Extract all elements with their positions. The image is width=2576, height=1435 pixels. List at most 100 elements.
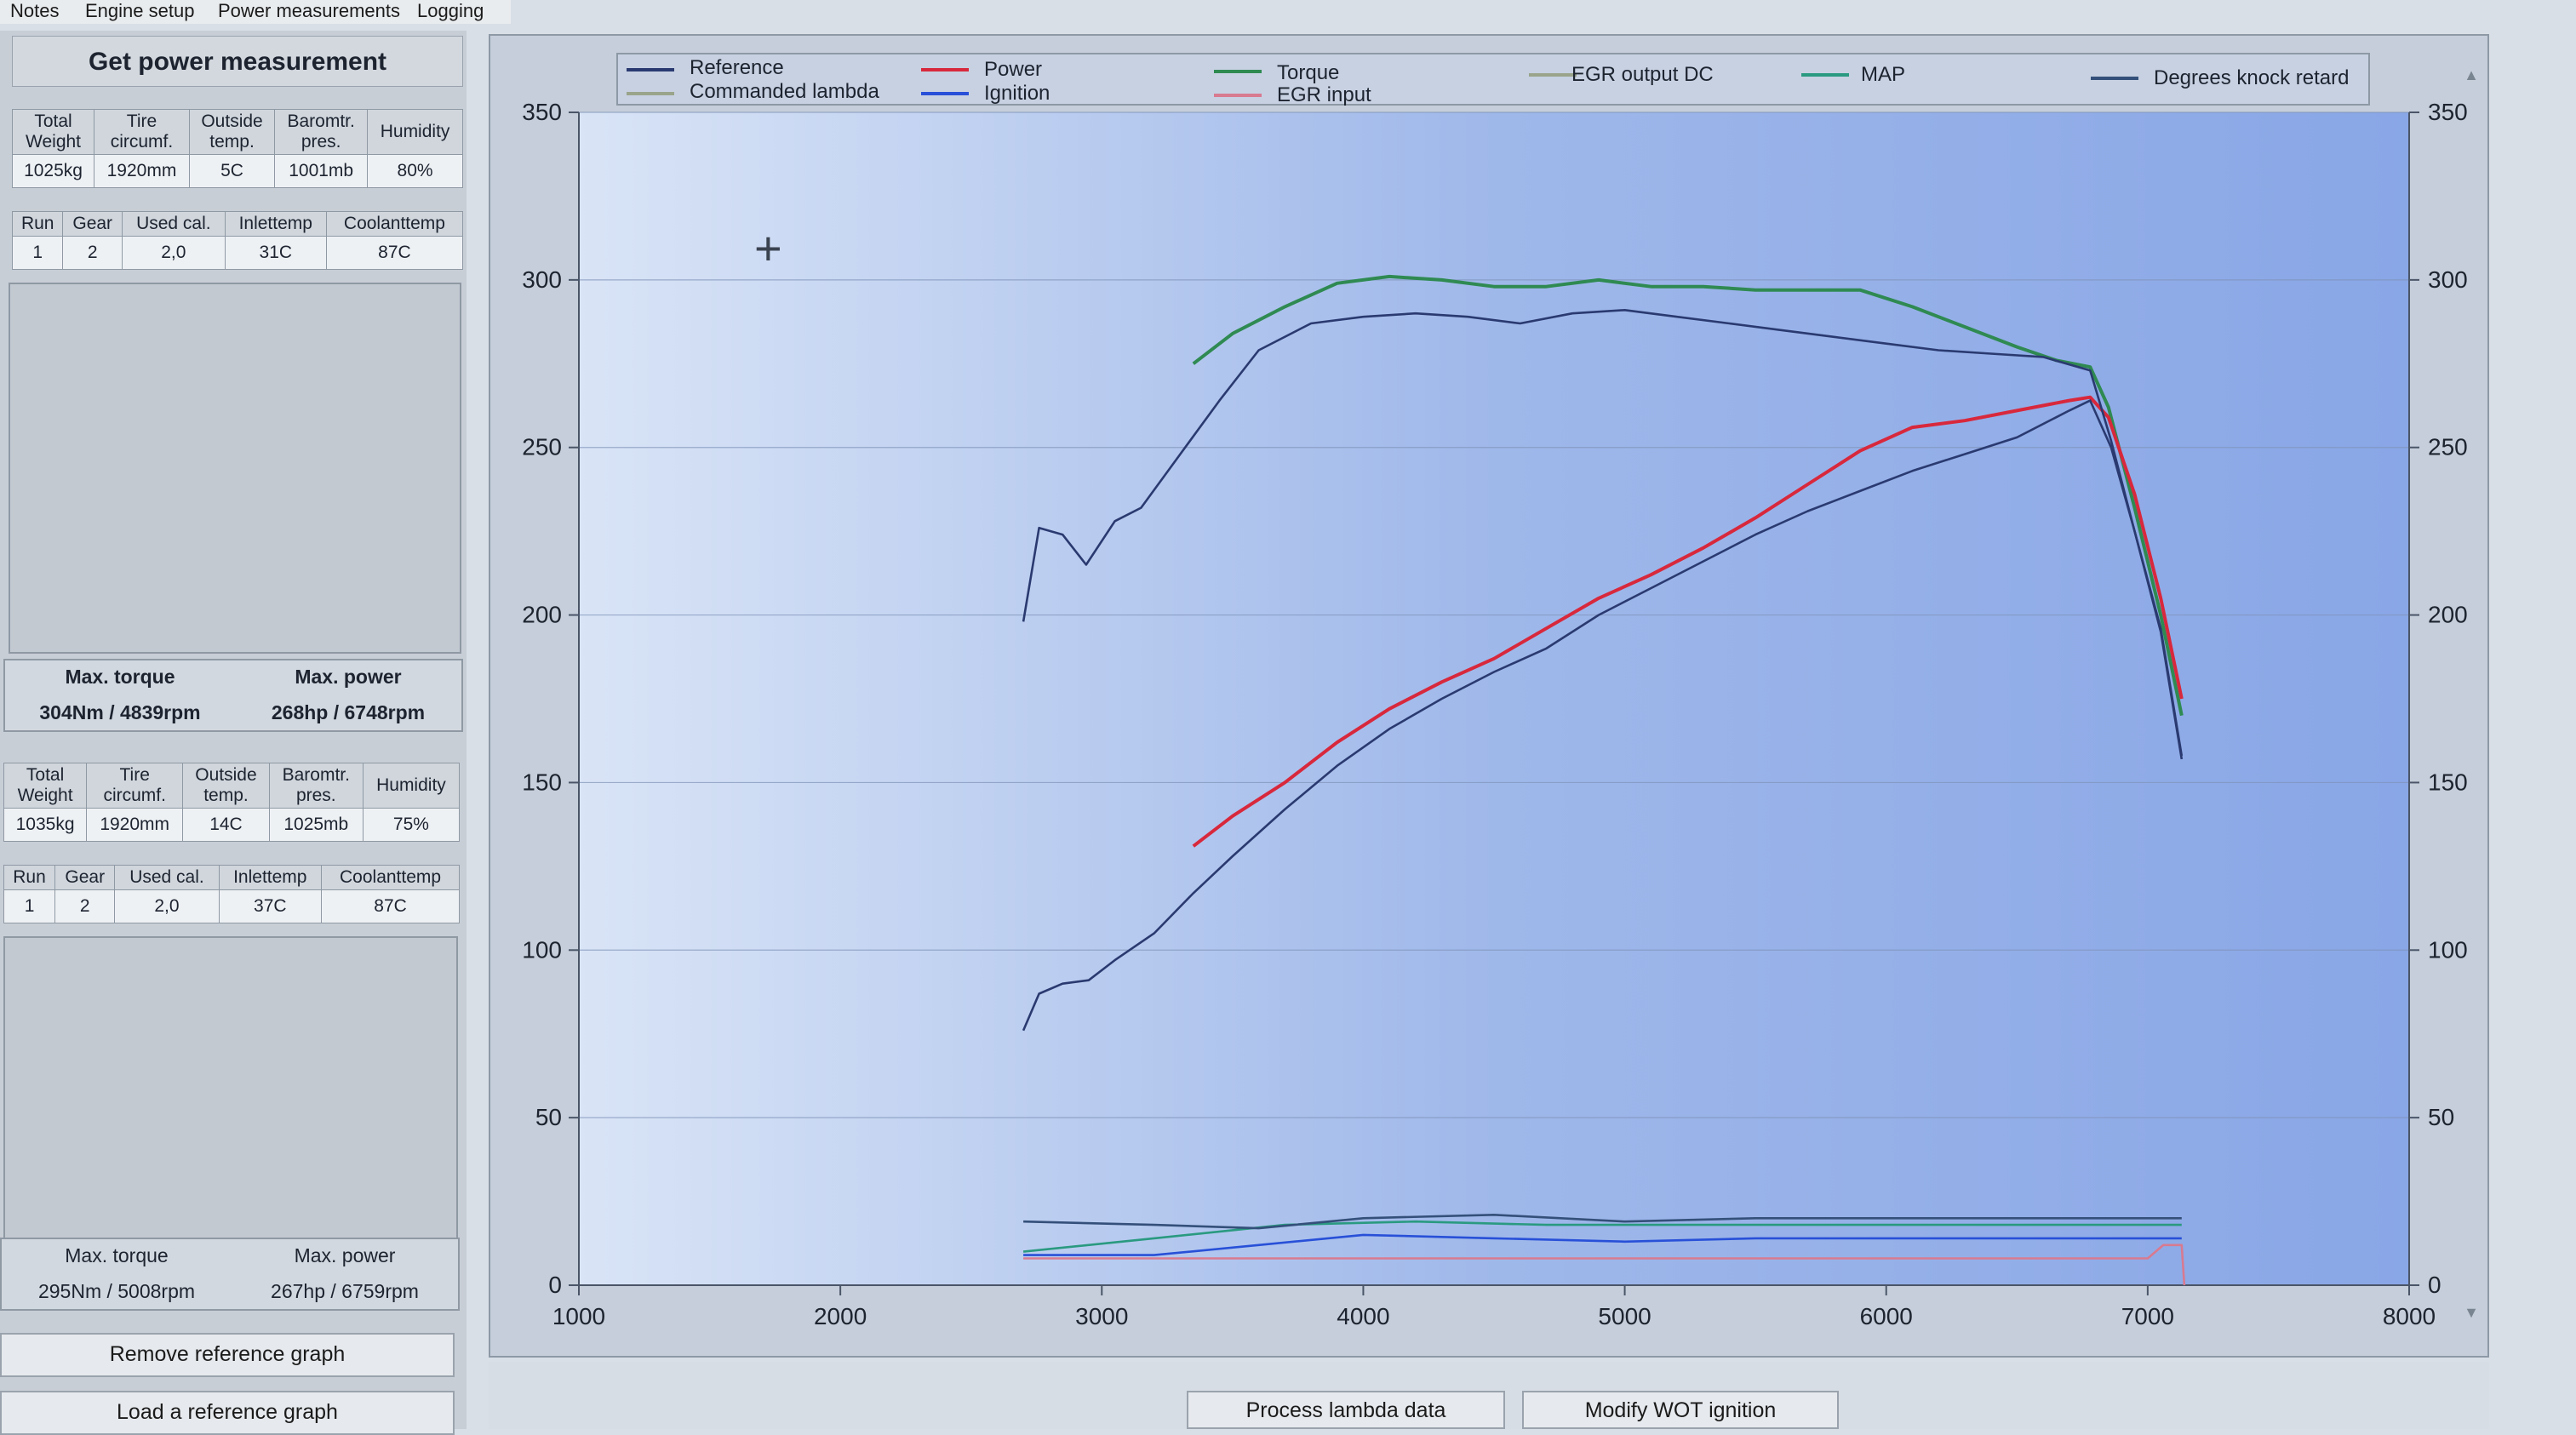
reference-max-box: Max. torque Max. power 295Nm / 5008rpm 2… — [0, 1238, 460, 1311]
header-run: Run — [11, 211, 64, 237]
legend-reference: Reference — [690, 56, 784, 79]
y-tick-label-left: 350 — [522, 99, 562, 125]
value-coolanttemp: 87C — [325, 236, 464, 270]
y-tick-label-left: 0 — [548, 1272, 562, 1298]
modify-wot-ignition-button[interactable]: Modify WOT ignition — [1522, 1391, 1839, 1429]
y-tick-label-right: 150 — [2428, 769, 2468, 795]
header-baromtr-pres: Baromtr. pres. — [274, 109, 369, 155]
power-line — [1192, 395, 2184, 848]
ref-header-used-cal: Used cal. — [114, 865, 220, 890]
menu-engine-setup[interactable]: Engine setup — [85, 0, 195, 21]
legend-line-map — [1801, 73, 1849, 77]
x-tick-label: 5000 — [1598, 1303, 1651, 1329]
max-torque-value: 304Nm / 4839rpm — [39, 701, 201, 723]
y-tick-label-right: 250 — [2428, 434, 2468, 460]
ref-header-humidity: Humidity — [362, 763, 461, 809]
ref-value-inlettemp: 37C — [218, 889, 323, 923]
ref-max-torque-value: 295Nm / 5008rpm — [37, 1280, 196, 1302]
reference-line — [1022, 399, 2184, 1032]
legend-line-ignition — [921, 92, 969, 95]
legend-line-egr-output-dc — [1529, 73, 1577, 77]
legend-map: MAP — [1861, 63, 1906, 86]
value-run: 1 — [11, 236, 64, 270]
measurement-panel: Get power measurement Total Weight Tire … — [0, 31, 467, 1435]
header-total-weight: Total Weight — [11, 109, 95, 155]
y-tick-label-right: 50 — [2428, 1104, 2454, 1130]
ref-value-used-cal: 2,0 — [114, 889, 220, 923]
ignition-line — [1023, 1233, 2182, 1256]
y-tick-label-right: 200 — [2428, 602, 2468, 628]
ref-value-gear: 2 — [54, 889, 116, 923]
ref-header-coolanttemp: Coolanttemp — [321, 865, 460, 890]
scroll-up-arrow-icon[interactable]: ▲ — [2464, 66, 2479, 83]
process-lambda-data-button[interactable]: Process lambda data — [1187, 1391, 1505, 1429]
value-inlettemp: 31C — [224, 236, 327, 270]
load-reference-graph-button[interactable]: Load a reference graph — [0, 1391, 455, 1435]
chart-legend: Reference Commanded lambda Power Ignitio… — [616, 53, 2370, 106]
scroll-down-arrow-icon[interactable]: ▼ — [2464, 1304, 2479, 1321]
value-outside-temp: 5C — [188, 154, 276, 188]
ref-max-power-value: 267hp / 6759rpm — [271, 1280, 419, 1302]
y-tick-label-left: 200 — [522, 602, 562, 628]
header-inlettemp: Inlettemp — [224, 211, 327, 237]
header-coolanttemp: Coolanttemp — [325, 211, 464, 237]
ref-value-outside-temp: 14C — [182, 808, 270, 842]
ref-header-outside-temp: Outside temp. — [182, 763, 270, 809]
y-tick-label-left: 50 — [535, 1104, 562, 1130]
header-used-cal: Used cal. — [122, 211, 226, 237]
reference-notes-area — [3, 936, 458, 1270]
ref-header-gear: Gear — [54, 865, 116, 890]
y-tick-label-left: 300 — [522, 266, 562, 293]
measurement-run-table: Run Gear Used cal. Inlettemp Coolanttemp… — [11, 211, 464, 270]
ref-value-run: 1 — [3, 889, 56, 923]
ref-header-baromtr-pres: Baromtr. pres. — [268, 763, 364, 809]
value-tire-circumf: 1920mm — [94, 154, 190, 188]
legend-line-torque — [1214, 70, 1262, 73]
legend-line-egr-input — [1214, 94, 1262, 97]
header-humidity: Humidity — [367, 109, 463, 155]
max-power-label: Max. power — [295, 666, 402, 688]
legend-commanded-lambda: Commanded lambda — [690, 80, 879, 103]
y-tick-label-right: 0 — [2428, 1272, 2441, 1298]
legend-egr-output-dc: EGR output DC — [1571, 63, 1714, 86]
legend-torque: Torque — [1277, 61, 1340, 84]
x-tick-label: 8000 — [2383, 1303, 2436, 1329]
value-total-weight: 1025kg — [11, 154, 95, 188]
value-gear: 2 — [62, 236, 123, 270]
legend-line-degrees-knock-retard — [2091, 77, 2138, 80]
legend-ignition: Ignition — [984, 82, 1050, 105]
x-tick-label: 3000 — [1075, 1303, 1128, 1329]
menu-logging[interactable]: Logging — [417, 0, 484, 21]
remove-reference-graph-button[interactable]: Remove reference graph — [0, 1333, 455, 1377]
x-tick-label: 2000 — [814, 1303, 867, 1329]
plot-area — [579, 112, 2409, 1285]
header-tire-circumf: Tire circumf. — [94, 109, 190, 155]
x-tick-label: 4000 — [1337, 1303, 1389, 1329]
map-line — [1022, 1220, 2182, 1253]
legend-line-power — [921, 68, 969, 71]
reference-env-table: Total Weight Tire circumf. Outside temp.… — [3, 763, 461, 842]
ref-value-coolanttemp: 87C — [321, 889, 460, 923]
ref-max-power-label: Max. power — [294, 1244, 396, 1266]
legend-line-reference — [627, 68, 674, 71]
y-tick-label-left: 100 — [522, 936, 562, 963]
value-baromtr-pres: 1001mb — [274, 154, 369, 188]
menu-notes[interactable]: Notes — [10, 0, 60, 21]
menu-power-measurements[interactable]: Power measurements — [218, 0, 400, 21]
y-tick-label-left: 150 — [522, 769, 562, 795]
ref-value-humidity: 75% — [362, 808, 461, 842]
y-tick-label-right: 100 — [2428, 936, 2468, 963]
measurement-max-box: Max. torque Max. power 304Nm / 4839rpm 2… — [3, 659, 463, 732]
ref-max-torque-label: Max. torque — [65, 1244, 169, 1266]
header-outside-temp: Outside temp. — [188, 109, 276, 155]
x-tick-label: 7000 — [2121, 1303, 2174, 1329]
value-used-cal: 2,0 — [122, 236, 226, 270]
panel-title: Get power measurement — [12, 36, 463, 87]
knock-retard-line — [1023, 1214, 2182, 1230]
legend-egr-input: EGR input — [1277, 83, 1371, 106]
x-tick-label: 6000 — [1860, 1303, 1913, 1329]
max-power-value: 268hp / 6748rpm — [271, 701, 426, 723]
ref-header-total-weight: Total Weight — [3, 763, 88, 809]
y-tick-label-right: 350 — [2428, 99, 2468, 125]
